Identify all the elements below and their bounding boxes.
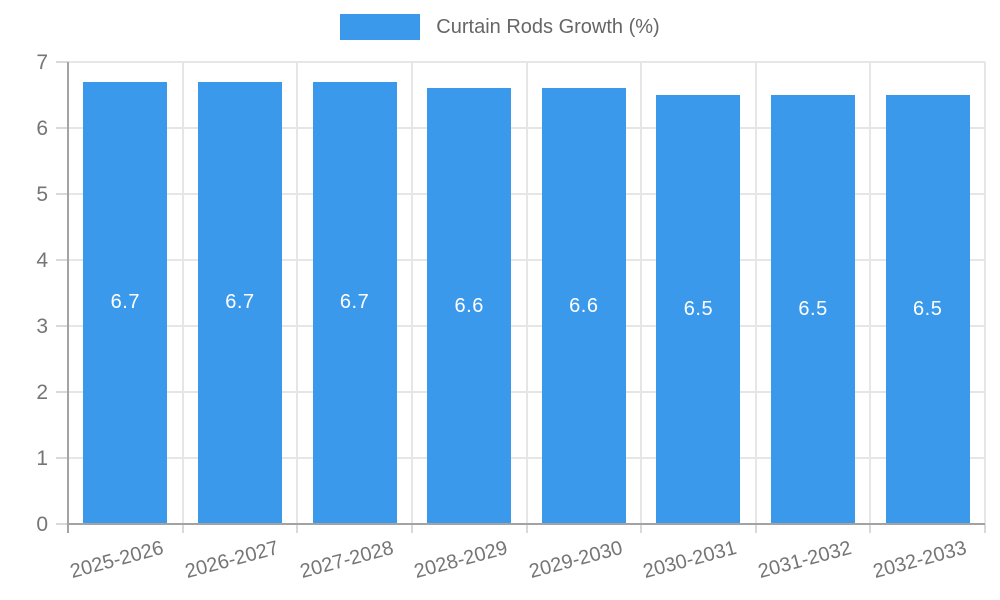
y-axis-line [67,62,69,533]
bar[interactable]: 6.6 [427,88,512,524]
x-gridline [754,62,757,524]
y-axis-tick [56,259,68,261]
chart-legend[interactable]: Curtain Rods Growth (%) [0,14,1000,40]
x-gridline [869,62,872,524]
bar-value-label: 6.5 [798,298,828,320]
y-axis-tick [56,325,68,327]
y-axis-tick [56,391,68,393]
y-axis-tick [56,61,68,63]
y-axis-tick [56,457,68,459]
y-axis-tick-label: 3 [36,315,48,338]
x-axis-line [68,523,985,525]
y-axis-tick [56,127,68,129]
x-axis-tick [181,524,184,533]
y-axis-tick-label: 6 [36,117,48,140]
bar-value-label: 6.7 [225,291,255,314]
y-axis-tick-label: 2 [36,381,48,404]
bar[interactable]: 6.5 [656,95,741,524]
bar-value-label: 6.6 [569,294,599,317]
legend-label: Curtain Rods Growth (%) [436,15,660,38]
y-axis-tick-label: 0 [36,513,48,536]
bar-value-label: 6.6 [454,294,484,317]
bar[interactable]: 6.5 [771,95,856,524]
bar-value-label: 6.5 [683,298,714,320]
x-axis-tick [410,524,413,533]
bar-value-label: 6.7 [339,291,370,314]
x-axis-tick [296,524,299,533]
bar-value-label: 6.7 [110,291,140,314]
bar[interactable]: 6.7 [197,81,282,524]
x-gridline [640,62,643,524]
x-gridline [410,62,413,524]
y-axis-tick [56,193,68,195]
x-gridline [525,62,528,524]
x-axis-tick [869,524,872,533]
bar[interactable]: 6.6 [541,88,626,524]
x-gridline [984,62,986,524]
bar-value-label: 6.5 [913,298,943,320]
x-gridline [296,62,299,524]
y-axis-tick-label: 4 [36,249,48,272]
bar[interactable]: 6.7 [83,81,168,524]
x-axis-tick [754,524,757,533]
bar[interactable]: 6.5 [885,95,970,524]
x-axis-tick [640,524,643,533]
bar[interactable]: 6.7 [312,81,397,524]
y-axis-tick [56,523,68,525]
x-axis-tick [525,524,528,533]
legend-swatch-icon [340,14,421,40]
y-axis-tick-label: 5 [36,183,48,206]
y-axis-tick-label: 1 [36,447,48,470]
y-axis-tick-label: 7 [36,51,48,74]
x-gridline [181,62,184,524]
x-axis-tick [984,524,986,533]
